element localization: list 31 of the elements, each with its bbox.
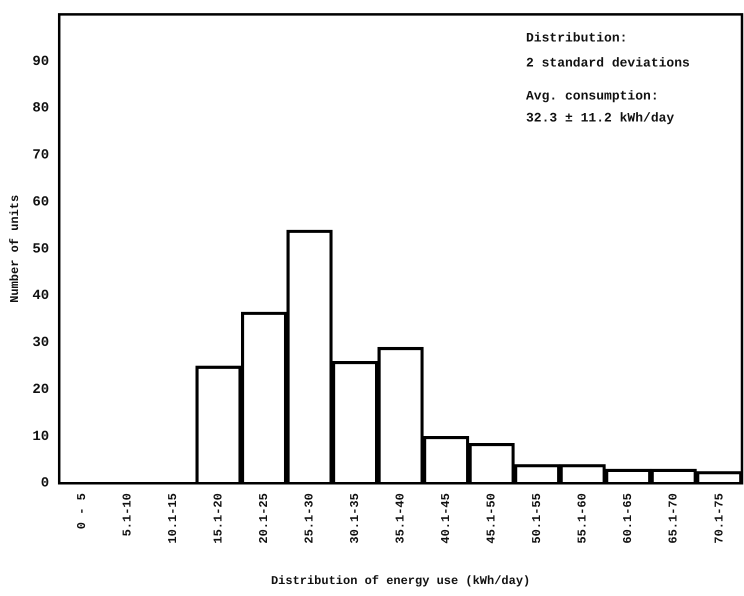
y-tick-label: 50 — [32, 241, 50, 258]
x-tick-label: 60.1-65 — [621, 493, 636, 544]
y-tick-label: 90 — [32, 54, 50, 70]
annotation: 32.3 ± 11.2 kWh/day — [526, 110, 674, 126]
annotation: Distribution: — [526, 30, 628, 46]
y-tick-label: 10 — [32, 428, 50, 445]
x-tick-label: 50.1-55 — [530, 493, 544, 544]
x-tick-label: 35.1-40 — [394, 493, 408, 544]
y-tick-label: 60 — [32, 194, 50, 210]
x-tick-label: 20.1-25 — [257, 493, 272, 544]
x-tick-label: 55.1-60 — [576, 493, 590, 544]
x-tick-label: 45.1-50 — [484, 493, 499, 544]
x-tick-label: 15.1-20 — [212, 493, 226, 544]
y-axis-title: Number of units — [8, 194, 22, 303]
y-tick-label: 70 — [32, 148, 50, 164]
x-tick-label: 0 - 5 — [74, 493, 89, 530]
x-tick-label: 5.1-10 — [120, 493, 134, 536]
y-tick-label: 0 — [40, 476, 50, 492]
y-tick-label: 20 — [32, 382, 50, 398]
x-tick-label: 65.1-70 — [666, 493, 681, 544]
annotation: Avg. consumption: — [526, 88, 659, 104]
annotation: 2 standard deviations — [526, 55, 690, 70]
x-tick-label: 25.1-30 — [302, 493, 317, 544]
y-tick-label: 40 — [32, 288, 50, 304]
y-tick-label: 30 — [32, 335, 50, 352]
x-axis-title: Distribution of energy use (kWh/day) — [270, 574, 530, 588]
x-tick-label: 70.1-75 — [712, 493, 726, 544]
x-tick-label: 10.1-15 — [166, 493, 180, 544]
x-tick-label: 30.1-35 — [348, 493, 362, 544]
y-tick-label: 80 — [32, 100, 50, 117]
x-tick-label: 40.1-45 — [439, 493, 454, 544]
